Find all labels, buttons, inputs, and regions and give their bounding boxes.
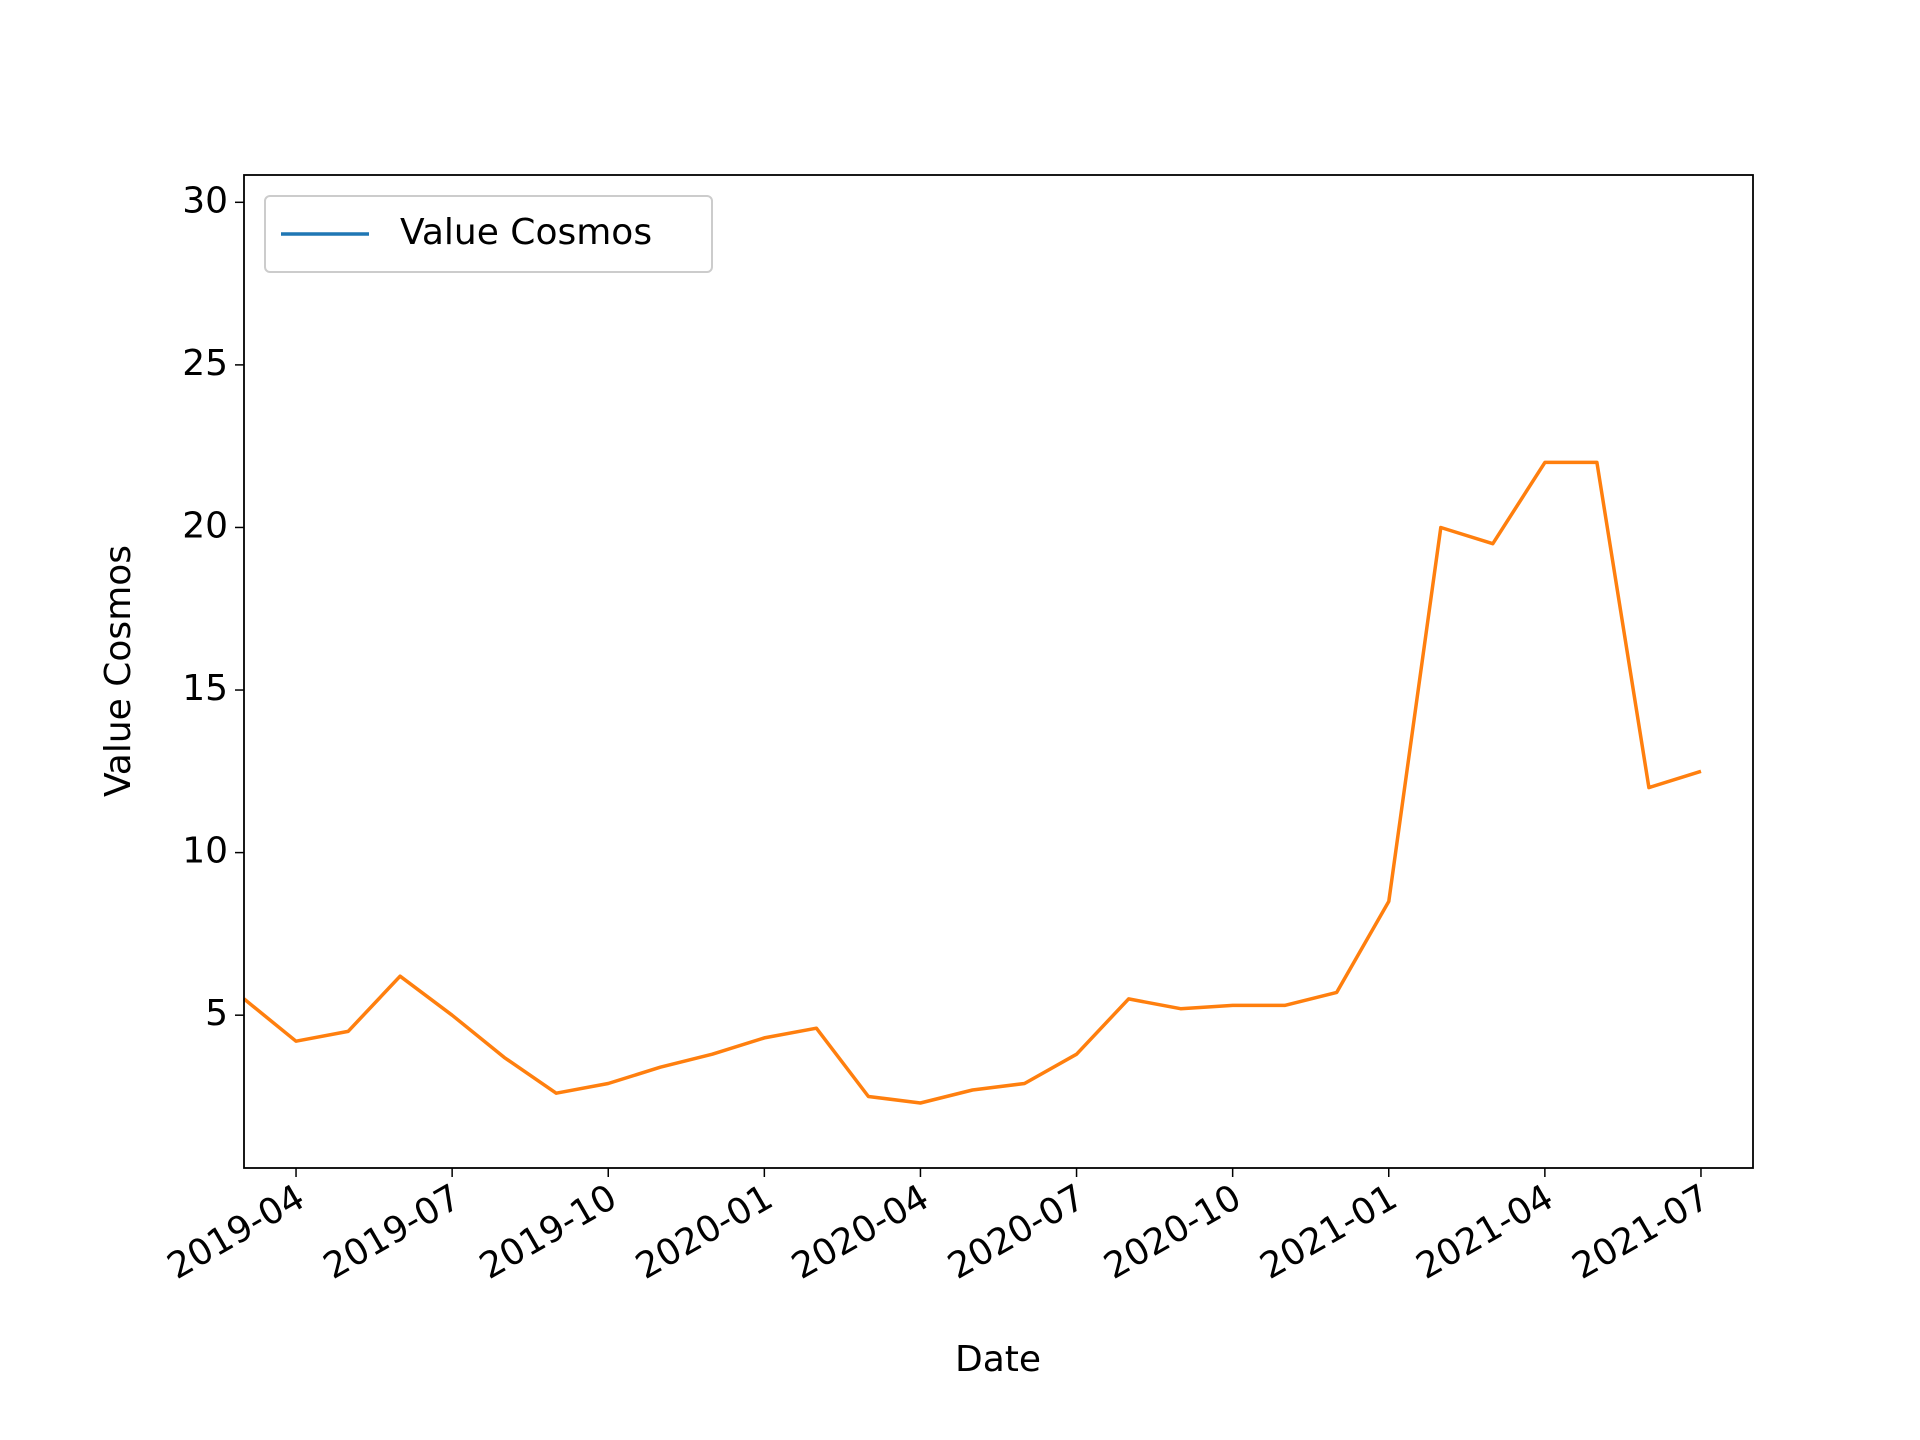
data-line bbox=[242, 460, 1702, 1105]
y-tick-label: 10 bbox=[182, 831, 228, 872]
legend-label: Value Cosmos bbox=[400, 212, 652, 253]
y-tick-label: 15 bbox=[182, 668, 228, 709]
legend-box bbox=[264, 195, 713, 273]
axes-frame bbox=[243, 174, 1754, 1169]
y-tick-label: 25 bbox=[182, 343, 228, 384]
x-axis-label: Date bbox=[955, 1339, 1041, 1380]
y-axis-label: Value Cosmos bbox=[98, 545, 139, 797]
y-tick-label: 30 bbox=[182, 180, 228, 221]
y-tick-label: 5 bbox=[205, 993, 228, 1034]
y-tick-label: 20 bbox=[182, 505, 228, 546]
